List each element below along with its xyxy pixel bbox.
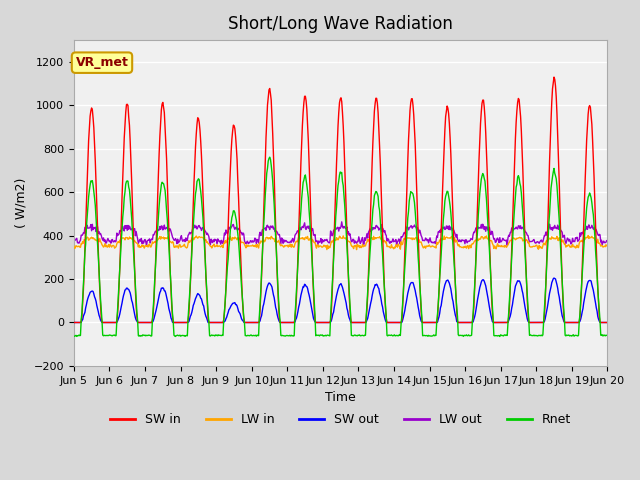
Title: Short/Long Wave Radiation: Short/Long Wave Radiation [228,15,453,33]
Y-axis label: ( W/m2): ( W/m2) [15,178,28,228]
Legend: SW in, LW in, SW out, LW out, Rnet: SW in, LW in, SW out, LW out, Rnet [105,408,576,432]
Text: VR_met: VR_met [76,56,129,69]
X-axis label: Time: Time [325,391,356,404]
